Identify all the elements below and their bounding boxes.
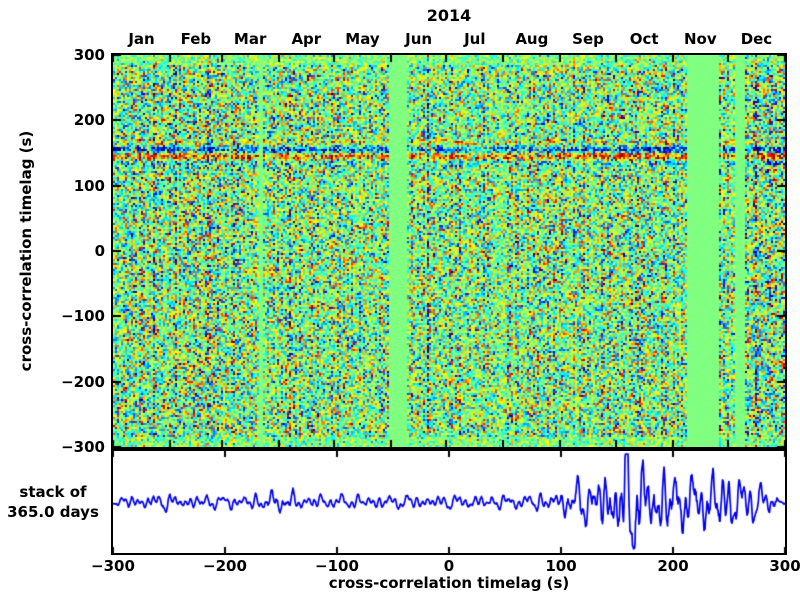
- correlogram-heatmap-canvas: [113, 55, 785, 447]
- y-tick-label: 300: [73, 46, 105, 64]
- stack-label-line1: stack of: [19, 483, 87, 501]
- month-label-may: May: [345, 30, 380, 48]
- x-tick-label: −200: [203, 557, 247, 575]
- x-tick-label: 0: [443, 557, 455, 575]
- y-tick-label: 0: [94, 242, 105, 260]
- month-label-mar: Mar: [233, 30, 267, 48]
- month-label-jan: Jan: [128, 30, 155, 48]
- month-label-nov: Nov: [683, 30, 717, 48]
- x-tick-label: −100: [315, 557, 359, 575]
- stack-label: stack of 365.0 days: [0, 482, 106, 522]
- month-label-dec: Dec: [740, 30, 773, 48]
- month-label-aug: Aug: [515, 30, 549, 48]
- y-tick-label: −100: [61, 307, 105, 326]
- correlogram-panel: [111, 53, 787, 449]
- month-label-jun: Jun: [405, 30, 433, 48]
- stack-waveform-canvas: [113, 451, 785, 553]
- x-tick-label: 300: [769, 557, 800, 575]
- month-label-jul: Jul: [464, 30, 486, 48]
- y-tick-label: 200: [73, 111, 105, 130]
- y-tick-label: 100: [73, 176, 105, 195]
- month-label-sep: Sep: [572, 30, 604, 48]
- plot-title: 2014: [426, 6, 472, 25]
- stack-label-line2: 365.0 days: [7, 503, 99, 521]
- month-label-apr: Apr: [291, 30, 322, 48]
- month-label-feb: Feb: [180, 30, 212, 48]
- x-tick-label: 200: [657, 557, 689, 575]
- x-tick-label: 100: [545, 557, 577, 575]
- y-tick-label: −300: [61, 438, 105, 456]
- x-axis-label: cross-correlation timelag (s): [328, 574, 570, 592]
- x-tick-label: −300: [91, 557, 135, 575]
- y-tick-label: −200: [61, 372, 105, 391]
- month-label-oct: Oct: [629, 30, 659, 48]
- stack-panel: [111, 449, 787, 555]
